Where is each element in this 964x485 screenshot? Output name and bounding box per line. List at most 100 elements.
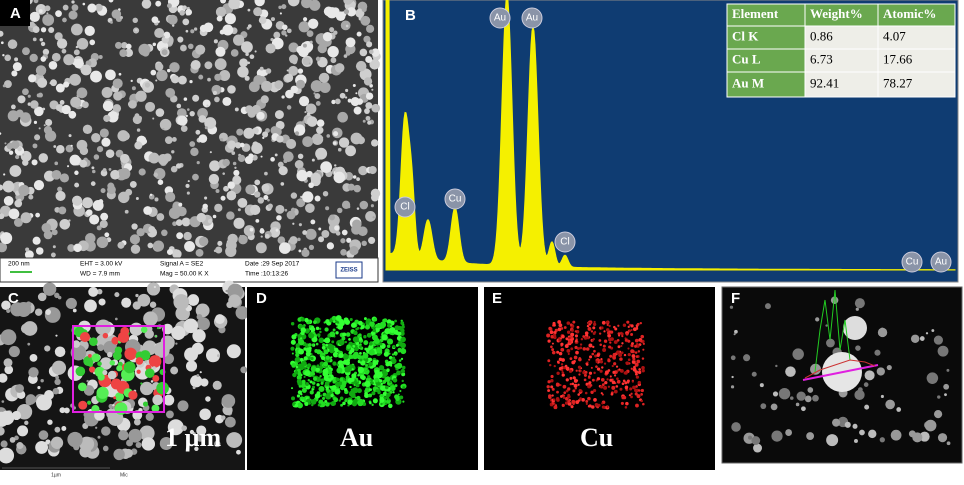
particle [177,36,184,43]
particle [640,393,643,396]
particle [343,0,353,5]
particle [622,379,626,383]
particle [76,87,88,99]
particle [571,399,576,404]
particle [234,166,237,169]
particle [812,394,819,402]
particle [731,375,734,379]
particle [50,252,56,258]
particle [198,236,209,247]
particle [102,332,109,339]
particle [844,421,851,428]
particle [327,45,339,58]
particle [18,184,30,197]
particle [79,146,89,156]
particle [51,360,67,375]
particle [222,96,232,106]
particle [387,398,390,401]
cell-text: Au M [732,75,764,90]
particle [143,311,158,326]
particle [613,340,618,344]
particle [563,326,567,329]
particle [128,390,138,400]
particle [340,248,347,256]
particle [731,422,741,432]
particle [546,333,551,338]
particle [144,82,151,88]
particle [187,43,194,50]
particle [118,191,130,204]
particle [294,403,299,408]
particle [45,309,52,315]
particle [575,369,578,372]
particle [11,140,20,150]
particle [592,322,597,327]
particle [585,400,589,403]
particle [342,377,346,381]
particle [145,101,156,112]
particle [357,320,363,326]
particle [153,172,158,178]
particle [305,228,317,240]
particle [87,3,97,13]
particle [165,191,176,203]
particle [352,387,359,394]
particle [634,388,638,393]
particle [313,376,317,381]
particle [308,62,311,65]
particle [238,234,248,245]
particle [322,343,326,347]
particle [223,185,229,192]
particle [593,349,596,353]
particle [363,335,367,339]
particle [353,106,362,115]
particle [166,3,172,9]
particle [76,37,89,50]
particle [204,196,208,200]
scale-text: 1 µm [165,423,221,452]
particle [154,335,158,338]
particle [748,435,753,440]
particle [606,323,609,327]
footer: Mic [120,472,128,478]
particle [40,27,47,33]
particle [368,361,373,367]
particle [296,169,308,182]
particle [84,299,97,313]
particle [121,41,128,49]
particle [565,378,569,382]
particle [150,69,157,76]
particle [608,345,612,349]
particle [102,445,109,452]
scale-label: 200 nm [8,261,30,268]
particle [177,206,187,217]
info-bar [0,257,379,283]
particle [386,344,391,349]
particle [342,401,346,406]
particle [255,242,267,254]
particle [0,30,4,37]
particle [189,429,195,435]
particle [37,386,41,390]
particle [75,366,86,377]
particle [159,118,172,131]
particle [333,347,339,353]
particle [290,339,296,345]
particle [105,69,116,81]
scan-profile [804,359,876,379]
particle [601,383,605,387]
cell-text: Cu L [732,51,761,66]
particle [55,10,62,17]
particle [74,6,79,11]
particle [638,368,642,371]
particle [321,229,330,238]
particle [275,120,285,130]
particle [114,41,122,49]
particle [107,370,117,380]
particle [561,334,565,339]
particle [365,364,368,367]
particle [71,0,75,4]
particle [9,437,16,443]
particle [806,432,815,440]
particle [324,375,330,382]
